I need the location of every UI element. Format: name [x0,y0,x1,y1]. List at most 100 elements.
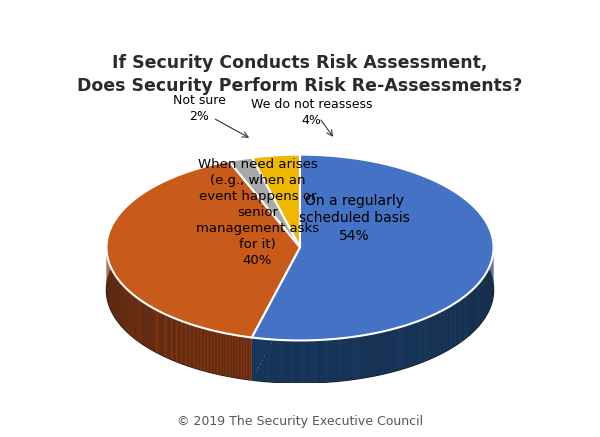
Polygon shape [452,304,454,347]
Polygon shape [208,329,209,372]
Polygon shape [159,311,160,354]
Polygon shape [133,295,134,338]
Text: Not sure
2%: Not sure 2% [173,94,226,123]
Polygon shape [313,340,315,383]
Polygon shape [140,300,141,343]
Polygon shape [214,331,215,374]
Polygon shape [457,302,458,345]
Polygon shape [482,278,483,322]
Polygon shape [481,279,482,323]
Polygon shape [425,318,427,361]
Polygon shape [416,321,418,364]
Polygon shape [229,158,300,247]
Polygon shape [106,197,494,383]
Text: We do not reassess
4%: We do not reassess 4% [251,97,373,127]
Polygon shape [280,340,282,383]
Polygon shape [362,335,364,378]
Polygon shape [358,336,360,379]
Polygon shape [287,340,289,383]
Polygon shape [295,340,298,383]
Polygon shape [260,339,263,381]
Polygon shape [152,308,154,351]
Polygon shape [470,291,472,334]
Polygon shape [415,322,416,365]
Text: If Security Conducts Risk Assessment,
Does Security Perform Risk Re-Assessments?: If Security Conducts Risk Assessment, Do… [77,54,523,95]
Polygon shape [252,155,300,247]
Polygon shape [250,337,252,380]
Polygon shape [282,340,284,383]
Polygon shape [404,326,406,368]
Polygon shape [141,300,142,343]
Polygon shape [233,335,235,378]
Polygon shape [337,339,339,382]
Polygon shape [239,336,241,378]
Polygon shape [227,333,229,377]
Polygon shape [166,315,167,358]
Polygon shape [252,247,300,380]
Polygon shape [448,306,449,350]
Polygon shape [343,338,346,381]
Polygon shape [391,329,392,372]
Polygon shape [420,320,422,363]
Polygon shape [330,339,332,382]
Polygon shape [252,337,254,380]
Polygon shape [200,327,201,370]
Polygon shape [379,332,380,375]
Polygon shape [175,318,176,361]
Polygon shape [447,307,448,350]
Polygon shape [383,331,385,374]
Polygon shape [232,334,233,377]
Polygon shape [217,331,218,375]
Polygon shape [196,326,197,369]
Polygon shape [449,305,451,349]
Polygon shape [178,320,179,363]
Polygon shape [350,337,352,380]
Polygon shape [224,333,226,376]
Polygon shape [155,309,156,352]
Polygon shape [271,340,274,382]
Polygon shape [132,294,133,337]
Polygon shape [347,337,350,380]
Polygon shape [298,340,299,383]
Polygon shape [367,334,368,378]
Polygon shape [468,292,469,336]
Text: When need arises
(e.g., when an
event happens or
senior
management asks
for it)
: When need arises (e.g., when an event ha… [196,158,319,267]
Polygon shape [341,338,343,381]
Polygon shape [269,339,271,382]
Polygon shape [407,324,409,368]
Polygon shape [171,317,172,360]
Polygon shape [252,247,300,380]
Polygon shape [138,298,139,342]
Polygon shape [230,334,232,377]
Polygon shape [229,334,230,377]
Polygon shape [472,289,473,332]
Polygon shape [181,321,182,364]
Polygon shape [431,315,433,358]
Polygon shape [476,285,477,329]
Polygon shape [418,320,420,364]
Polygon shape [299,340,302,383]
Polygon shape [400,326,402,370]
Polygon shape [439,311,441,354]
Polygon shape [128,290,129,333]
Polygon shape [172,317,173,361]
Polygon shape [352,337,354,380]
Polygon shape [121,283,122,326]
Polygon shape [483,277,484,321]
Polygon shape [466,295,467,338]
Polygon shape [149,306,151,349]
Polygon shape [139,299,140,342]
Polygon shape [148,305,149,348]
Polygon shape [163,313,164,356]
Polygon shape [127,290,128,333]
Polygon shape [469,291,470,335]
Polygon shape [475,286,476,329]
Polygon shape [154,309,155,351]
Polygon shape [478,283,479,326]
Polygon shape [396,328,398,371]
Polygon shape [406,325,407,368]
Polygon shape [164,313,165,357]
Polygon shape [145,303,146,346]
Polygon shape [235,335,236,378]
Polygon shape [215,331,217,374]
